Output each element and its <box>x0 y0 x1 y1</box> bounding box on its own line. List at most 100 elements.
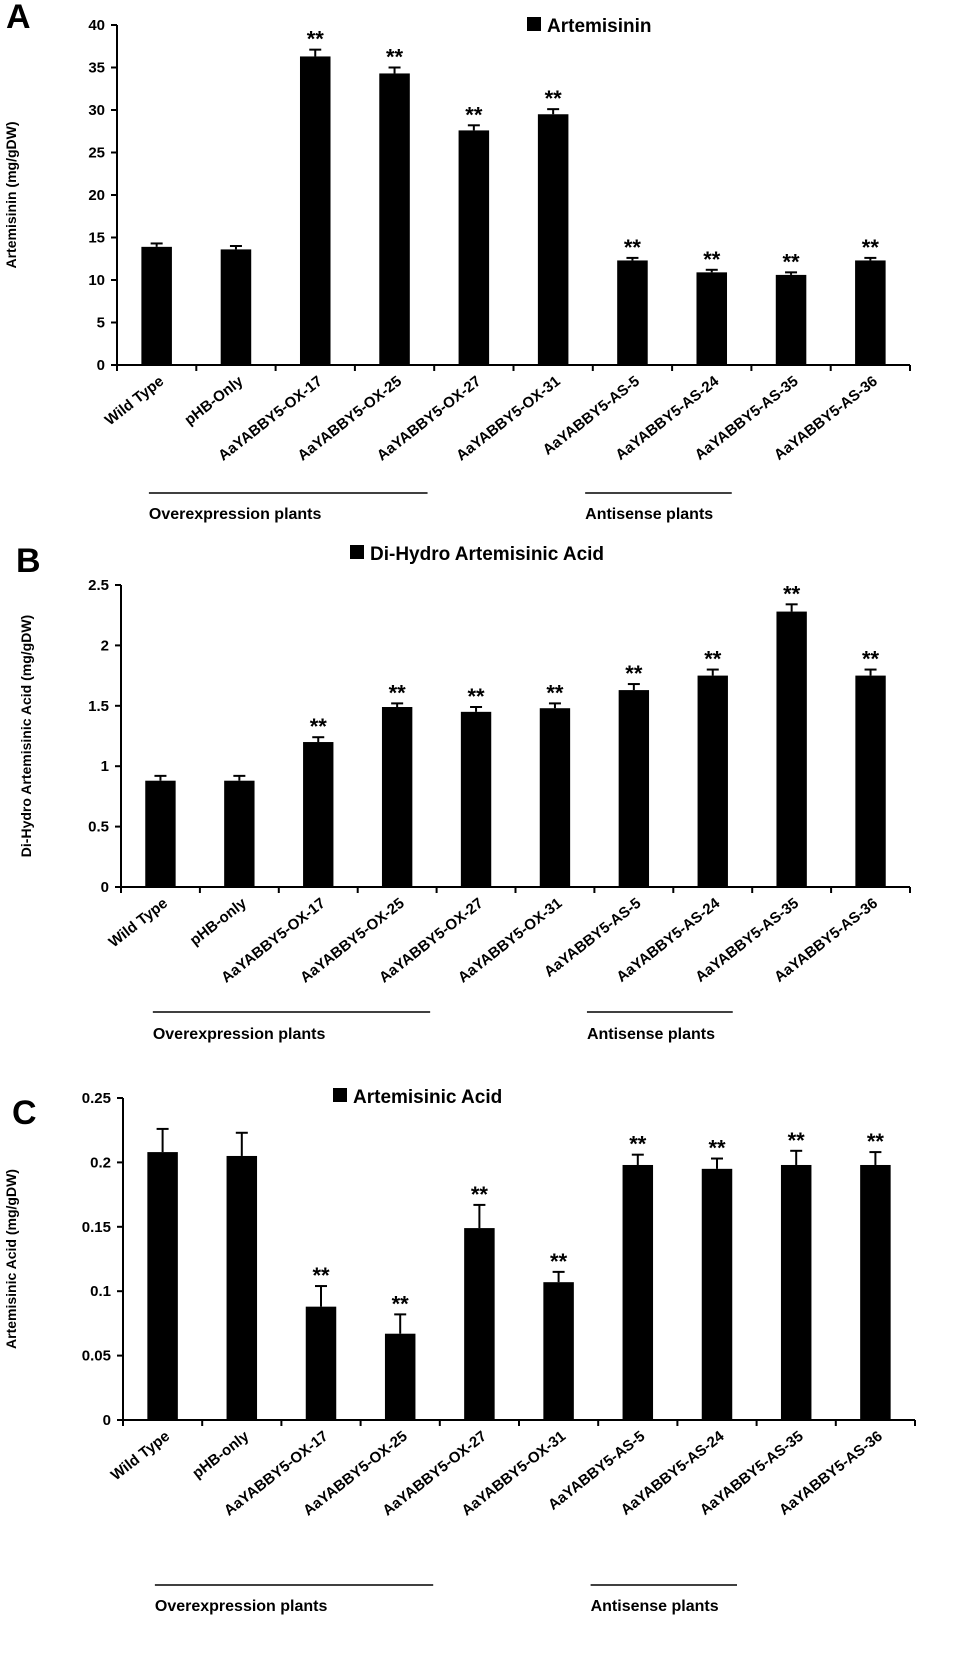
significance-marker: ** <box>624 235 642 260</box>
group-label: Overexpression plants <box>153 1026 326 1043</box>
y-tick-label: 1 <box>101 758 109 775</box>
bar <box>855 675 886 887</box>
significance-marker: ** <box>629 1132 647 1157</box>
bar <box>860 1164 891 1420</box>
group-label: Overexpression plants <box>149 506 322 523</box>
bar <box>147 1152 178 1420</box>
significance-marker: ** <box>312 1263 330 1288</box>
significance-marker: ** <box>867 1129 885 1154</box>
bar <box>305 1306 337 1420</box>
significance-marker: ** <box>550 1249 568 1274</box>
group-label: Antisense plants <box>585 506 713 523</box>
legend-swatch <box>333 1088 347 1102</box>
bar <box>539 708 571 887</box>
y-tick-label: 25 <box>88 145 105 162</box>
significance-marker: ** <box>467 684 485 709</box>
bar <box>696 272 728 365</box>
y-tick-label: 0.1 <box>90 1283 111 1300</box>
significance-marker: ** <box>788 1128 806 1153</box>
legend-swatch <box>350 545 364 559</box>
y-tick-label: 30 <box>88 102 105 119</box>
y-tick-label: 0 <box>101 879 109 896</box>
bar <box>622 1164 654 1420</box>
significance-marker: ** <box>783 581 801 606</box>
bar <box>618 690 650 887</box>
significance-marker: ** <box>392 1291 410 1316</box>
y-tick-label: 2.5 <box>88 577 109 594</box>
bar <box>381 707 413 887</box>
y-tick-label: 15 <box>88 230 105 247</box>
significance-marker: ** <box>471 1182 489 1207</box>
significance-marker: ** <box>703 247 721 272</box>
bar <box>384 1333 416 1420</box>
significance-marker: ** <box>545 86 563 111</box>
bar <box>697 675 728 887</box>
chart-panel-c: C Artemisinic Acid 0 0.05 0.1 0.15 0.2 0.25 Arte… <box>3 1087 916 1615</box>
significance-marker: ** <box>862 647 880 672</box>
bar <box>617 260 648 365</box>
panel-letter: B <box>16 542 41 580</box>
group-label: Antisense plants <box>587 1026 715 1043</box>
significance-marker: ** <box>546 680 564 705</box>
bar <box>226 1155 258 1420</box>
chart-panel-a: A Artemisinin 0 5 10 15 20 25 30 35 40 Artemisinin … <box>3 0 911 523</box>
x-tick-label: pHB-Only <box>181 372 246 428</box>
bar <box>775 274 807 365</box>
bar <box>379 73 410 365</box>
panel-letter: A <box>6 0 31 36</box>
significance-marker: ** <box>862 235 880 260</box>
significance-marker: ** <box>708 1136 726 1161</box>
bar <box>299 56 331 365</box>
chart-panel-b: B Di-Hydro Artemisinic Acid 0 0.5 1 1.5 2 2.5 Di… <box>16 542 911 1043</box>
group-label: Antisense plants <box>591 1598 719 1615</box>
legend-swatch <box>527 17 541 31</box>
y-tick-label: 10 <box>88 272 105 289</box>
y-axis-label: Di-Hydro Artemisinic Acid (mg/gDW) <box>18 615 34 857</box>
significance-marker: ** <box>389 680 407 705</box>
bar <box>464 1228 495 1420</box>
x-tick-label: Wild Type <box>106 895 171 951</box>
y-tick-label: 2 <box>101 637 109 654</box>
x-tick-label: Wild Type <box>108 1428 173 1484</box>
bar <box>776 611 807 887</box>
significance-marker: ** <box>782 249 800 274</box>
panel-letter: C <box>12 1094 37 1132</box>
bar <box>141 246 172 365</box>
x-tick-label: Wild Type <box>102 373 167 429</box>
significance-marker: ** <box>465 102 483 127</box>
legend-label: Di-Hydro Artemisinic Acid <box>370 544 604 565</box>
group-label: Overexpression plants <box>155 1598 328 1615</box>
x-tick-label: pHB-only <box>189 1427 253 1482</box>
y-tick-label: 0.15 <box>82 1219 111 1236</box>
y-tick-label: 0 <box>103 1412 111 1429</box>
y-tick-label: 0 <box>97 357 105 374</box>
significance-marker: ** <box>625 661 643 686</box>
y-axis-label: Artemisinic Acid (mg/gDW) <box>3 1169 19 1349</box>
y-tick-label: 40 <box>88 17 105 34</box>
y-tick-label: 35 <box>88 60 105 77</box>
legend-label: Artemisinin <box>547 16 652 37</box>
y-tick-label: 0.25 <box>82 1090 111 1107</box>
y-tick-label: 0.2 <box>90 1154 111 1171</box>
bar <box>855 260 886 365</box>
bar <box>780 1164 812 1420</box>
bar <box>460 711 492 887</box>
y-tick-label: 1.5 <box>88 698 109 715</box>
y-tick-label: 20 <box>88 187 105 204</box>
bar <box>224 780 255 887</box>
bar <box>303 742 334 887</box>
y-tick-label: 0.05 <box>82 1348 111 1365</box>
bar <box>145 780 176 887</box>
significance-marker: ** <box>386 45 404 70</box>
significance-marker: ** <box>704 647 722 672</box>
y-axis-label: Artemisinin (mg/gDW) <box>3 122 19 269</box>
legend-label: Artemisinic Acid <box>353 1087 502 1108</box>
bar <box>537 114 569 365</box>
bar <box>701 1168 733 1420</box>
bar <box>543 1282 574 1420</box>
x-tick-label: pHB-only <box>187 894 251 949</box>
significance-marker: ** <box>307 27 325 52</box>
y-tick-label: 0.5 <box>88 819 109 836</box>
y-tick-label: 5 <box>97 315 105 332</box>
